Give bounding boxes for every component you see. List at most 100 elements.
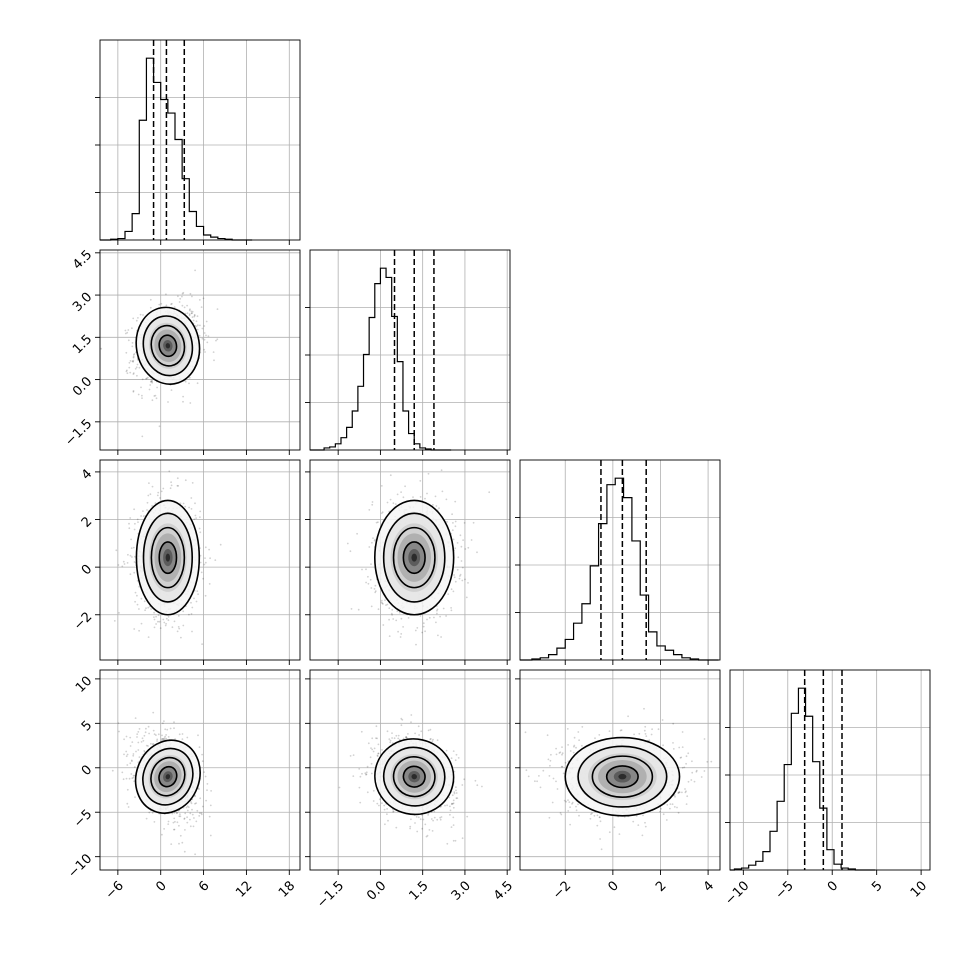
joint-panel-3-1-point — [375, 737, 377, 740]
joint-panel-3-1-point — [452, 824, 455, 826]
joint-panel-3-0-point — [189, 825, 192, 828]
joint-panel-3-0-point — [173, 828, 175, 831]
joint-panel-3-0-point — [143, 750, 146, 752]
joint-panel-3-1-contour-0 — [374, 738, 455, 816]
joint-panel-3-0-point — [151, 743, 154, 746]
joint-panel-1-0-point — [124, 329, 127, 332]
joint-panel-1-0-point — [150, 380, 153, 383]
joint-panel-1-0-point — [151, 380, 153, 383]
joint-panel-1-0-point — [190, 312, 193, 315]
joint-panel-3-0-point — [122, 778, 125, 781]
joint-panel-2-0-contour-3 — [158, 541, 178, 575]
joint-panel-1-0-point — [135, 366, 138, 369]
joint-panel-2-0-point — [115, 549, 118, 552]
joint-panel-3-1-point — [364, 772, 367, 775]
joint-panel-2-1-point — [451, 529, 454, 532]
joint-panel-1-0-point — [151, 399, 154, 402]
joint-panel-2-1-point — [442, 607, 445, 610]
joint-panel-3-0-point — [178, 842, 180, 845]
joint-panel-3-1-point — [451, 794, 454, 797]
joint-panel-3-0-contour-1 — [142, 747, 194, 806]
joint-panel-3-1-point — [451, 802, 453, 805]
joint-panel-3-2-point — [596, 824, 599, 827]
joint-panel-1-0-point — [188, 313, 191, 316]
joint-panel-3-0-point — [148, 732, 151, 735]
joint-panel-2-0-point — [130, 538, 133, 541]
joint-panel-2-0-density-level-6 — [165, 553, 171, 562]
joint-panel-3-1-point — [366, 765, 369, 768]
joint-panel-1-0-point — [203, 325, 206, 327]
joint-panel-3-0-contour-2 — [150, 756, 186, 797]
joint-panel-3-1-point — [376, 802, 379, 805]
joint-panel-1-0-point — [204, 351, 206, 353]
joint-panel-3-0-point — [194, 853, 197, 856]
joint-panel-3-0-point — [165, 734, 168, 736]
joint-panel-2-0-point — [126, 562, 129, 564]
joint-panel-2-0-point — [167, 619, 170, 622]
joint-panel-3-1-point — [449, 813, 451, 816]
joint-panel-3-2-point — [575, 746, 577, 749]
joint-panel-3-1-point — [419, 818, 422, 821]
joint-panel-2-0-point — [176, 484, 179, 487]
joint-panel-2-0-point — [191, 630, 193, 633]
joint-panel-2-0-point — [140, 597, 143, 600]
joint-panel-3-0-point — [111, 769, 114, 772]
joint-panel-2-1-point — [488, 491, 491, 494]
joint-panel-2-0-point — [182, 610, 185, 613]
joint-panel-3-0-point — [183, 850, 186, 853]
joint-panel-2-1-point — [368, 509, 371, 511]
joint-panel-1-0-point — [199, 324, 201, 327]
joint-panel-2-0-point — [191, 482, 194, 484]
joint-panel-1-0-point — [141, 394, 143, 397]
joint-panel-2-1-point — [419, 480, 422, 482]
joint-panel-3-1-density — [338, 714, 483, 845]
joint-panel-2-0-point — [190, 613, 193, 615]
joint-panel-2-0-point — [182, 624, 185, 627]
joint-panel-3-1-point — [417, 816, 420, 819]
joint-panel-1-0-point — [186, 304, 189, 307]
joint-panel-2-0-point — [190, 601, 192, 604]
joint-panel-2-0-point — [168, 470, 171, 473]
joint-panel-3-1-point — [414, 822, 416, 824]
joint-panel-3-0-point — [134, 796, 136, 798]
joint-panel-2-1-point — [453, 574, 455, 576]
joint-panel-2-0-point — [169, 487, 172, 490]
joint-panel-3-0-point — [156, 738, 159, 741]
joint-panel-2-1-point — [388, 618, 390, 621]
joint-panel-3-0-point — [179, 813, 181, 816]
joint-panel-1-0-point — [184, 380, 187, 383]
joint-panel-2-0-point — [177, 615, 180, 617]
joint-panel-2-1-point — [432, 504, 434, 506]
joint-panel-2-0-point — [128, 527, 131, 530]
joint-panel-2-1-point — [377, 608, 380, 611]
joint-panel-3-1-point — [452, 802, 455, 805]
joint-panel-2-1-point — [372, 537, 374, 539]
joint-panel-3-1-point — [361, 772, 363, 775]
joint-panel-3-0-point — [162, 722, 164, 725]
joint-panel-3-0-point — [190, 801, 192, 803]
joint-panel-3-2-point — [687, 752, 690, 755]
joint-panel-2-0-point — [147, 636, 150, 638]
joint-panel-2-0-point — [199, 531, 202, 534]
joint-panel-2-0-point — [190, 508, 193, 510]
joint-panel-3-0-frame — [99, 669, 301, 871]
joint-panel-3-0-point — [148, 811, 151, 814]
joint-panel-2-1-point — [459, 575, 461, 577]
joint-panel-3-0-point — [126, 788, 129, 791]
joint-panel-3-0-point — [125, 755, 128, 758]
joint-panel-2-0-point — [162, 487, 165, 490]
joint-panel-2-1-point — [422, 625, 425, 628]
joint-panel-3-0-point — [137, 749, 140, 751]
joint-panel-1-0-point — [141, 378, 144, 381]
joint-panel-2-0-point — [203, 563, 206, 566]
joint-panel-3-1-point — [367, 742, 370, 745]
joint-panel-2-0-point — [202, 577, 205, 580]
joint-panel-2-1-point — [454, 547, 457, 550]
joint-panel-3-1-point — [372, 750, 375, 753]
joint-panel-1-0-point — [131, 360, 134, 363]
joint-panel-3-1-point — [444, 804, 446, 807]
joint-panel-3-1-point — [392, 811, 394, 813]
joint-panel-2-0-point — [140, 622, 143, 625]
joint-panel-3-1-point — [409, 825, 412, 828]
joint-panel-3-2-point — [573, 736, 576, 739]
